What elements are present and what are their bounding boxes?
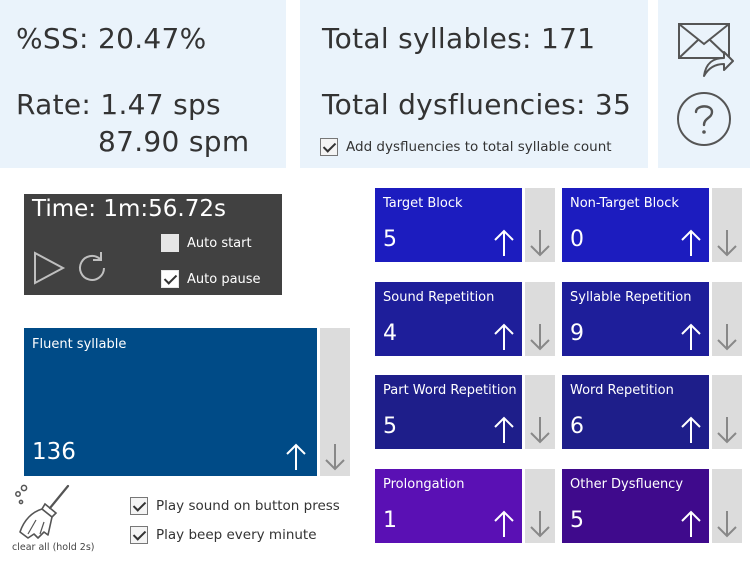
arrow-down-icon: [717, 324, 737, 351]
part-word-repetition-decrement-button[interactable]: [525, 375, 555, 449]
part-word-repetition-count: 5: [383, 414, 397, 439]
target-block-label: Target Block: [383, 196, 463, 211]
arrow-up-icon: [494, 229, 514, 256]
arrow-up-icon: [681, 229, 701, 256]
arrow-down-icon: [530, 511, 550, 538]
rate-sps: Rate: 1.47 sps: [16, 88, 221, 121]
play-sound-box[interactable]: [130, 497, 148, 515]
other-dysfluency-decrement-button[interactable]: [712, 469, 742, 543]
arrow-down-icon: [717, 230, 737, 257]
arrow-up-icon: [681, 416, 701, 443]
prolongation-button[interactable]: Prolongation 1: [375, 469, 522, 543]
arrow-up-icon: [681, 510, 701, 537]
arrow-down-icon: [530, 324, 550, 351]
totals-panel: Total syllables: 171 Total dysfluencies:…: [300, 0, 648, 168]
target-block-button[interactable]: Target Block 5: [375, 188, 522, 262]
fluent-syllable-count: 136: [32, 439, 76, 465]
non-target-block-count: 0: [570, 227, 584, 252]
word-repetition-count: 6: [570, 414, 584, 439]
add-dysfluencies-label: Add dysfluencies to total syllable count: [346, 139, 612, 155]
non-target-block-button[interactable]: Non-Target Block 0: [562, 188, 709, 262]
arrow-down-icon: [530, 417, 550, 444]
arrow-up-icon: [494, 510, 514, 537]
play-sound-checkbox[interactable]: Play sound on button press: [130, 497, 340, 515]
total-dysfluencies: Total dysfluencies: 35: [322, 88, 632, 121]
auto-pause-checkbox[interactable]: Auto pause: [161, 270, 261, 288]
fluent-syllable-label: Fluent syllable: [32, 337, 127, 352]
email-share-icon[interactable]: [676, 20, 734, 78]
add-dysfluencies-box[interactable]: [320, 138, 338, 156]
target-block-count: 5: [383, 227, 397, 252]
arrow-down-icon: [717, 511, 737, 538]
auto-start-label: Auto start: [187, 235, 252, 251]
play-sound-label: Play sound on button press: [156, 498, 340, 514]
play-beep-box[interactable]: [130, 526, 148, 544]
sound-repetition-decrement-button[interactable]: [525, 282, 555, 356]
target-block-decrement-button[interactable]: [525, 188, 555, 262]
play-icon[interactable]: [32, 250, 66, 286]
arrow-down-icon: [717, 417, 737, 444]
ss-percentage: %SS: 20.47%: [16, 22, 207, 55]
prolongation-count: 1: [383, 508, 397, 533]
broom-icon[interactable]: [12, 482, 72, 542]
help-icon[interactable]: [675, 90, 733, 148]
auto-start-box[interactable]: [161, 234, 179, 252]
auto-start-checkbox[interactable]: Auto start: [161, 234, 252, 252]
non-target-block-decrement-button[interactable]: [712, 188, 742, 262]
arrow-down-icon: [325, 444, 345, 471]
ss-rate-panel: %SS: 20.47% Rate: 1.47 sps 87.90 spm: [0, 0, 286, 168]
total-syllables: Total syllables: 171: [322, 22, 596, 55]
arrow-up-icon: [681, 323, 701, 350]
syllable-repetition-button[interactable]: Syllable Repetition 9: [562, 282, 709, 356]
rate-spm: 87.90 spm: [98, 125, 250, 158]
fluent-syllable-decrement-button[interactable]: [320, 328, 350, 476]
arrow-down-icon: [530, 230, 550, 257]
sound-repetition-label: Sound Repetition: [383, 290, 495, 305]
auto-pause-label: Auto pause: [187, 271, 261, 287]
prolongation-decrement-button[interactable]: [525, 469, 555, 543]
arrow-up-icon: [494, 416, 514, 443]
action-panel: [658, 0, 750, 168]
other-dysfluency-label: Other Dysfluency: [570, 477, 684, 492]
fluent-syllable-button[interactable]: Fluent syllable 136: [24, 328, 317, 476]
play-beep-label: Play beep every minute: [156, 527, 317, 543]
arrow-up-icon: [494, 323, 514, 350]
part-word-repetition-button[interactable]: Part Word Repetition 5: [375, 375, 522, 449]
timer-panel: Time: 1m:56.72s Auto start Auto pause: [24, 194, 282, 295]
non-target-block-label: Non-Target Block: [570, 196, 679, 211]
clear-all-label: clear all (hold 2s): [12, 542, 95, 553]
reset-icon[interactable]: [74, 250, 110, 286]
arrow-up-icon: [286, 443, 306, 470]
add-dysfluencies-checkbox[interactable]: Add dysfluencies to total syllable count: [320, 138, 612, 156]
syllable-repetition-count: 9: [570, 321, 584, 346]
timer-display: Time: 1m:56.72s: [32, 196, 226, 222]
auto-pause-box[interactable]: [161, 270, 179, 288]
part-word-repetition-label: Part Word Repetition: [383, 383, 517, 398]
word-repetition-button[interactable]: Word Repetition 6: [562, 375, 709, 449]
sound-repetition-count: 4: [383, 321, 397, 346]
syllable-repetition-label: Syllable Repetition: [570, 290, 692, 305]
play-beep-checkbox[interactable]: Play beep every minute: [130, 526, 317, 544]
sound-repetition-button[interactable]: Sound Repetition 4: [375, 282, 522, 356]
word-repetition-decrement-button[interactable]: [712, 375, 742, 449]
syllable-repetition-decrement-button[interactable]: [712, 282, 742, 356]
prolongation-label: Prolongation: [383, 477, 465, 492]
other-dysfluency-count: 5: [570, 508, 584, 533]
word-repetition-label: Word Repetition: [570, 383, 674, 398]
other-dysfluency-button[interactable]: Other Dysfluency 5: [562, 469, 709, 543]
